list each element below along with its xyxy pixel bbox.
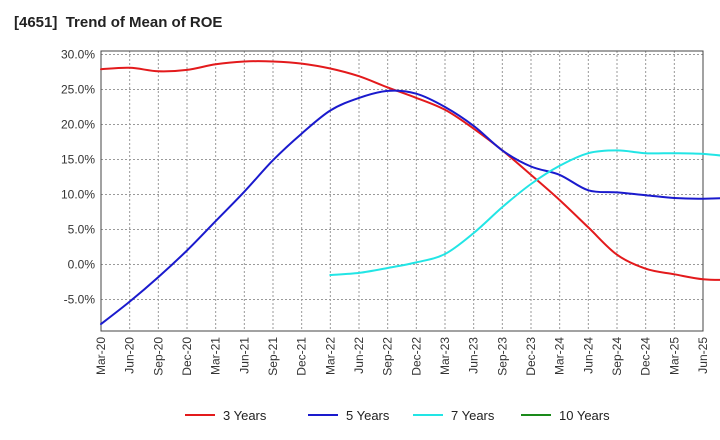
- legend-label: 5 Years: [346, 408, 390, 423]
- y-tick-label: 30.0%: [61, 48, 95, 62]
- y-tick-label: 25.0%: [61, 83, 95, 97]
- x-tick-label: Jun-20: [123, 337, 137, 374]
- y-tick-label: -5.0%: [64, 293, 96, 307]
- x-tick-label: Mar-20: [94, 337, 108, 375]
- x-tick-label: Mar-25: [667, 337, 681, 375]
- y-tick-label: 15.0%: [61, 153, 95, 167]
- x-tick-label: Dec-24: [639, 337, 653, 376]
- legend-label: 10 Years: [559, 408, 610, 423]
- x-tick-label: Mar-23: [438, 337, 452, 375]
- y-tick-label: 10.0%: [61, 188, 95, 202]
- x-tick-label: Dec-20: [180, 337, 194, 376]
- series-line-7-years: [329, 149, 720, 276]
- x-tick-label: Sep-22: [381, 337, 395, 376]
- x-tick-label: Dec-22: [409, 337, 423, 376]
- series-line-5-years: [100, 89, 720, 325]
- x-tick-label: Sep-21: [266, 337, 280, 376]
- legend-label: 7 Years: [451, 408, 495, 423]
- legend: 3 Years 5 Years 7 Years 10 Years: [185, 408, 610, 423]
- x-tick-label: Jun-21: [237, 337, 251, 374]
- series-lines: [100, 60, 720, 325]
- plot-area-frame: [100, 50, 704, 332]
- x-tick-label: Sep-23: [495, 337, 509, 376]
- y-axis-tick-labels: 30.0% 25.0% 20.0% 15.0% 10.0% 5.0% 0.0% -5.0%: [61, 48, 95, 307]
- x-tick-label: Sep-20: [151, 337, 165, 376]
- legend-label: 3 Years: [223, 408, 267, 423]
- y-tick-label: 20.0%: [61, 118, 95, 132]
- y-tick-label: 5.0%: [68, 223, 96, 237]
- x-tick-label: Jun-24: [581, 337, 595, 374]
- x-tick-label: Dec-23: [524, 337, 538, 376]
- x-tick-label: Jun-23: [467, 337, 481, 374]
- x-tick-label: Sep-24: [610, 337, 624, 376]
- x-tick-label: Jun-22: [352, 337, 366, 374]
- y-tick-label: 0.0%: [68, 258, 96, 272]
- x-tick-label: Mar-22: [323, 337, 337, 375]
- x-tick-label: Mar-21: [209, 337, 223, 375]
- x-tick-label: Jun-25: [696, 337, 710, 374]
- x-tick-label: Dec-21: [295, 337, 309, 376]
- x-axis-tick-labels: Mar-20 Jun-20 Sep-20 Dec-20 Mar-21 Jun-21 Sep-…: [94, 337, 710, 376]
- series-line-3-years: [100, 60, 720, 281]
- chart-title: [4651] Trend of Mean of ROE: [14, 14, 223, 31]
- x-tick-label: Mar-24: [553, 337, 567, 375]
